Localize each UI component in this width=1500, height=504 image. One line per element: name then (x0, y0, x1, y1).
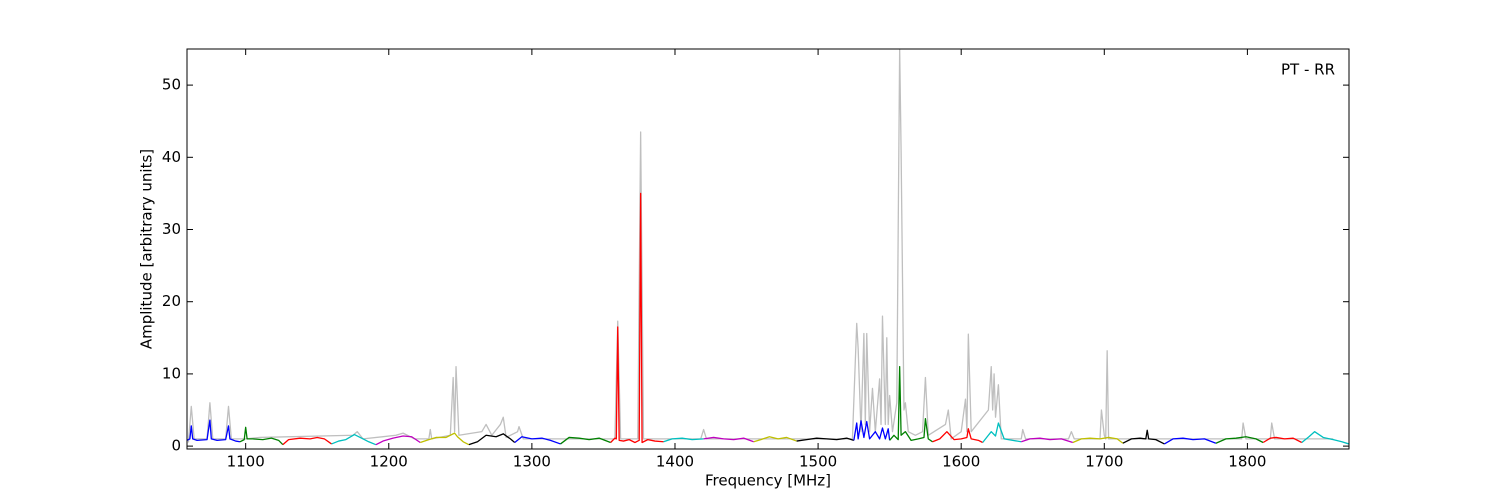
x-tick-label: 1300 (513, 453, 551, 471)
x-tick-label: 1700 (1085, 453, 1123, 471)
series-line (663, 437, 704, 443)
series-line (753, 436, 797, 443)
series-line (610, 192, 664, 444)
y-tick-label: 10 (162, 364, 181, 382)
series-line (932, 428, 983, 444)
series-line (1122, 429, 1165, 445)
x-tick-label: 1200 (370, 453, 408, 471)
series-line (1262, 436, 1303, 444)
series-line (1164, 437, 1217, 445)
y-tick-label: 20 (162, 292, 181, 310)
y-tick-label: 40 (162, 148, 181, 166)
series-line (331, 433, 377, 446)
series-line (1301, 431, 1349, 445)
series-line (796, 437, 855, 442)
series-line (703, 436, 754, 443)
y-tick-label: 50 (162, 76, 181, 94)
x-tick-label: 1500 (799, 453, 837, 471)
series-line (853, 420, 891, 441)
series-line (1021, 437, 1074, 444)
x-tick-label: 1800 (1228, 453, 1266, 471)
y-tick-label: 0 (171, 437, 181, 455)
series-line (514, 436, 561, 445)
y-axis-label: Amplitude [arbitrary units] (138, 149, 156, 349)
x-tick-label: 1600 (942, 453, 980, 471)
series-line (1215, 436, 1264, 444)
series-line (187, 419, 241, 443)
series-line (239, 426, 284, 446)
plot-area (187, 49, 1349, 449)
series-line (1072, 436, 1124, 444)
y-tick-label: 30 (162, 220, 181, 238)
annotation: PT - RR (1281, 61, 1335, 79)
series-line (420, 432, 470, 446)
series-line (468, 433, 516, 446)
x-tick-label: 1400 (656, 453, 694, 471)
series-line (889, 366, 933, 443)
series-line (560, 436, 611, 445)
series-line (282, 436, 332, 446)
x-axis-label: Frequency [MHz] (705, 472, 831, 490)
x-tick-label: 1100 (227, 453, 265, 471)
plot-frame (186, 48, 1350, 450)
series-line (375, 435, 421, 446)
series-line (982, 422, 1022, 443)
